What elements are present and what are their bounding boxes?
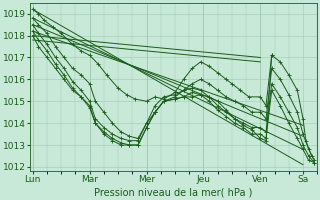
X-axis label: Pression niveau de la mer( hPa ): Pression niveau de la mer( hPa ) xyxy=(94,187,253,197)
